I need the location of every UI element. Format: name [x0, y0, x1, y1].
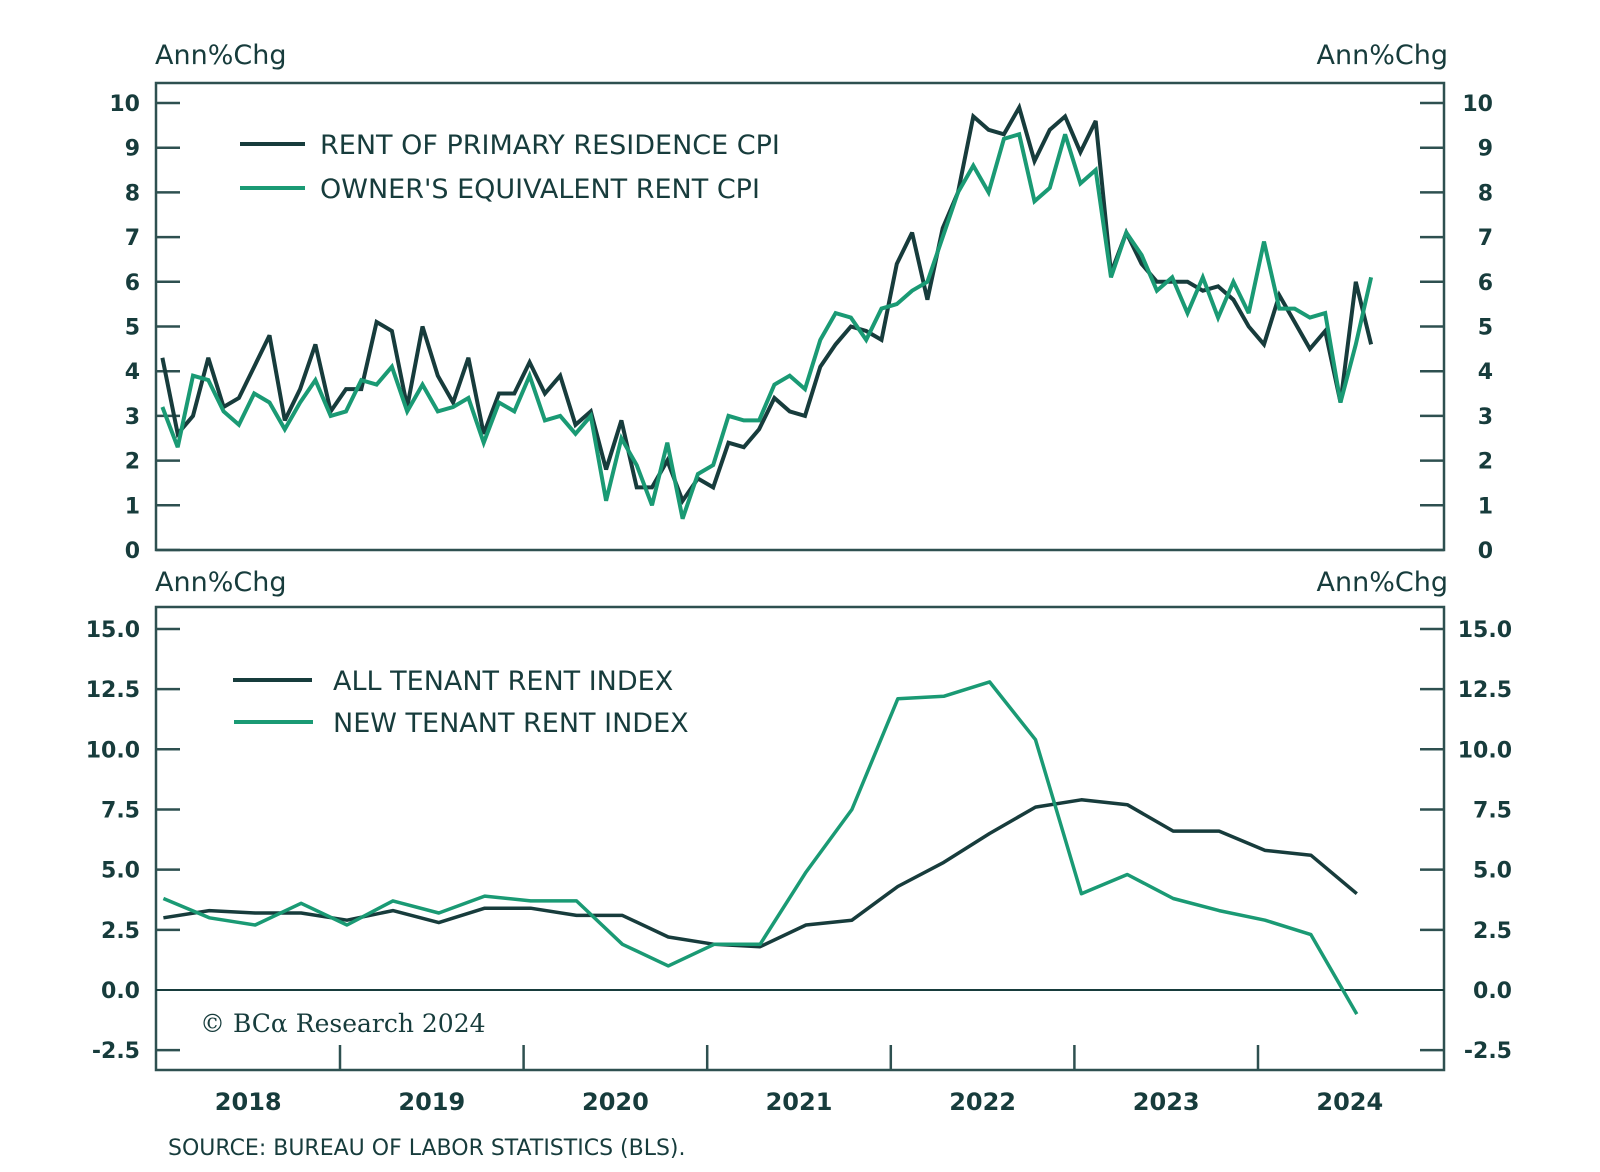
legend-label-rent-primary: RENT OF PRIMARY RESIDENCE CPI: [320, 130, 780, 161]
top-y-tick-label-left: 5: [125, 316, 140, 341]
series-line-owners-equivalent-rent: [160, 131, 1374, 520]
x-axis-ticks: 2018 2019 2020 2021 2022 2023 2024: [215, 1045, 1383, 1116]
x-tick-label-2023: 2023: [1133, 1088, 1200, 1116]
bottom-y-tick-label-right: 7.5: [1473, 798, 1512, 823]
bottom-y-tick-label-left: 10.0: [86, 738, 140, 763]
top-y-tick-label-right: 7: [1478, 226, 1493, 251]
top-y-tick-label-right: 6: [1478, 271, 1493, 296]
x-tick-label-2020: 2020: [582, 1088, 649, 1116]
top-y-ticks: 0 0 1 1 2 2 3 3 4 4 5 5 6 6 7 7 8 8 9 9 10 10: [109, 92, 1493, 564]
bottom-y-tick-label-left: 12.5: [86, 678, 140, 703]
top-y-tick-label-right: 10: [1462, 92, 1493, 117]
bottom-y-tick-label-right: 15.0: [1458, 618, 1512, 643]
top-y-tick-label-left: 2: [125, 450, 140, 475]
top-legend: RENT OF PRIMARY RESIDENCE CPI OWNER'S EQ…: [240, 130, 780, 205]
top-y-tick-label-right: 3: [1478, 405, 1493, 430]
top-y-tick-label-right: 0: [1478, 539, 1493, 564]
top-right-axis-title: Ann%Chg: [1317, 40, 1448, 71]
legend-label-new-tenant: NEW TENANT RENT INDEX: [333, 708, 689, 739]
top-left-axis-title: Ann%Chg: [155, 40, 286, 71]
top-y-tick-label-left: 10: [109, 92, 140, 117]
x-tick-label-2024: 2024: [1316, 1088, 1383, 1116]
legend-label-oer: OWNER'S EQUIVALENT RENT CPI: [320, 174, 760, 205]
top-y-tick-label-right: 4: [1478, 360, 1493, 385]
top-y-tick-label-left: 6: [125, 271, 140, 296]
source-label: SOURCE: BUREAU OF LABOR STATISTICS (BLS)…: [168, 1136, 686, 1161]
x-tick-label-2021: 2021: [766, 1088, 833, 1116]
bottom-y-tick-label-right: 5.0: [1473, 859, 1512, 884]
bottom-y-tick-label-left: 0.0: [101, 979, 140, 1004]
x-tick-label-2019: 2019: [398, 1088, 465, 1116]
top-y-tick-label-left: 1: [125, 494, 140, 519]
bottom-y-tick-label-left: 15.0: [86, 618, 140, 643]
bottom-left-axis-title: Ann%Chg: [155, 567, 286, 598]
bottom-y-tick-label-right: 2.5: [1473, 919, 1512, 944]
bottom-y-tick-label-left: 7.5: [101, 798, 140, 823]
top-y-tick-label-left: 9: [125, 137, 140, 162]
bottom-y-tick-label-right: 10.0: [1458, 738, 1512, 763]
x-tick-label-2022: 2022: [949, 1088, 1016, 1116]
top-panel: Ann%Chg Ann%Chg 0 0 1 1 2 2 3 3 4 4 5 5 6 6 7 7 8 8 9 9 10 10…: [109, 40, 1493, 564]
top-y-tick-label-left: 3: [125, 405, 140, 430]
bottom-series-lines: [162, 680, 1359, 1015]
top-y-tick-label-left: 0: [125, 539, 140, 564]
bottom-y-tick-label-right: -2.5: [1464, 1039, 1512, 1064]
bottom-y-tick-label-left: 5.0: [101, 859, 140, 884]
top-y-tick-label-left: 7: [125, 226, 140, 251]
top-y-tick-label-right: 1: [1478, 494, 1493, 519]
bottom-right-axis-title: Ann%Chg: [1317, 567, 1448, 598]
copyright-label: © BCα Research 2024: [200, 1009, 486, 1038]
bottom-legend: ALL TENANT RENT INDEX NEW TENANT RENT IN…: [233, 666, 689, 739]
bottom-y-tick-label-left: 2.5: [101, 919, 140, 944]
series-line-new-tenant-rent: [162, 680, 1359, 1015]
top-series-lines: [160, 102, 1374, 520]
top-y-tick-label-right: 8: [1478, 181, 1493, 206]
top-y-tick-label-right: 9: [1478, 137, 1493, 162]
top-y-tick-label-right: 2: [1478, 450, 1493, 475]
top-plot-frame: [154, 81, 1446, 552]
bottom-plot-frame: [154, 605, 1446, 1072]
bottom-y-tick-label-left: -2.5: [92, 1039, 140, 1064]
top-y-tick-label-left: 8: [125, 181, 140, 206]
bottom-y-tick-label-right: 12.5: [1458, 678, 1512, 703]
top-y-tick-label-right: 5: [1478, 316, 1493, 341]
x-tick-label-2018: 2018: [215, 1088, 282, 1116]
legend-label-all-tenant: ALL TENANT RENT INDEX: [333, 666, 673, 697]
bottom-y-tick-label-right: 0.0: [1473, 979, 1512, 1004]
top-y-tick-label-left: 4: [125, 360, 140, 385]
bottom-panel: Ann%Chg Ann%Chg -2.5 -2.5 0.0 0.0 2.5 2.5 5.0 5…: [86, 567, 1512, 1116]
bottom-y-ticks: -2.5 -2.5 0.0 0.0 2.5 2.5 5.0 5.0 7.5 7.5 10.0 10.0…: [86, 618, 1512, 1064]
